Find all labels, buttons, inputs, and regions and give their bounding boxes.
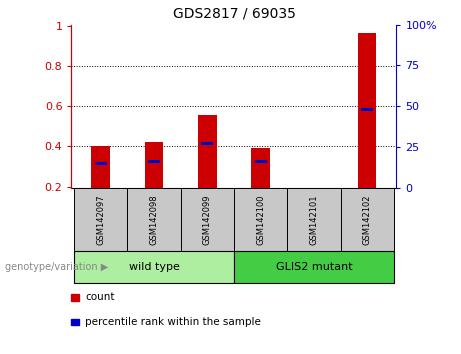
Text: GLIS2 mutant: GLIS2 mutant	[276, 262, 352, 272]
Bar	[95, 162, 107, 165]
Text: GSM142101: GSM142101	[309, 194, 319, 245]
Bar	[287, 188, 341, 251]
Text: count: count	[85, 292, 115, 302]
Text: genotype/variation ▶: genotype/variation ▶	[5, 262, 108, 272]
Bar	[361, 108, 373, 111]
Bar	[198, 115, 217, 188]
Bar	[254, 160, 266, 163]
Text: GSM142102: GSM142102	[363, 194, 372, 245]
Bar	[234, 188, 287, 251]
Bar	[234, 251, 394, 283]
Text: GSM142100: GSM142100	[256, 194, 265, 245]
Bar	[181, 188, 234, 251]
Bar	[91, 146, 110, 188]
Bar	[148, 160, 160, 163]
Text: GSM142099: GSM142099	[203, 194, 212, 245]
Bar	[145, 142, 163, 188]
Bar	[341, 188, 394, 251]
Bar	[251, 148, 270, 188]
Bar	[201, 142, 213, 145]
Bar	[74, 188, 127, 251]
Text: GSM142097: GSM142097	[96, 194, 105, 245]
Text: GSM142098: GSM142098	[149, 194, 159, 245]
Title: GDS2817 / 69035: GDS2817 / 69035	[172, 7, 296, 21]
Bar	[358, 33, 377, 188]
Text: wild type: wild type	[129, 262, 179, 272]
Bar	[127, 188, 181, 251]
Text: percentile rank within the sample: percentile rank within the sample	[85, 317, 261, 327]
Bar	[74, 251, 234, 283]
